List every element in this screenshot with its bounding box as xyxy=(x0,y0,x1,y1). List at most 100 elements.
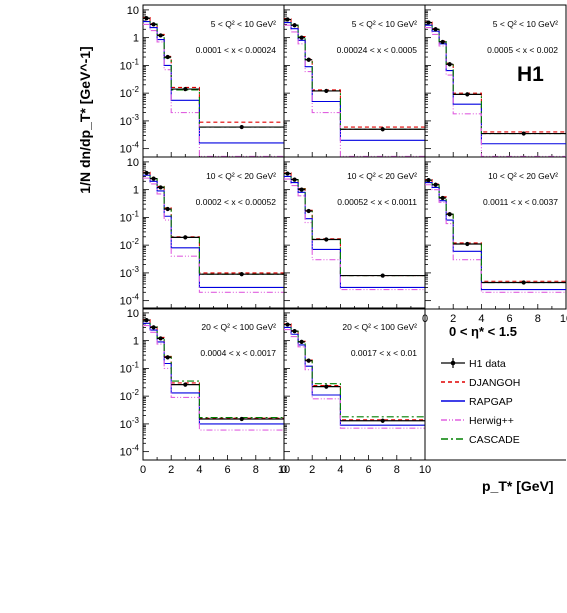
x-tick-label: 10 xyxy=(560,313,567,325)
y-tick-label: 10-1 xyxy=(120,209,140,224)
data-point xyxy=(521,280,526,285)
series-djangoh xyxy=(284,323,425,421)
y-tick-exponent: -3 xyxy=(132,265,140,274)
y-tick-label: 10 xyxy=(127,308,139,320)
data-point xyxy=(285,17,290,22)
data-point xyxy=(151,176,156,181)
y-tick-exponent: -4 xyxy=(132,444,140,453)
x-axis-title: p_T* [GeV] xyxy=(482,478,554,494)
data-point xyxy=(465,241,470,247)
legend-label: RAPGAP xyxy=(469,396,513,408)
data-point xyxy=(239,416,244,422)
data-point xyxy=(380,127,385,132)
data-point xyxy=(144,170,149,176)
legend-entry-rapgap: RAPGAP xyxy=(441,396,513,408)
legend-label: DJANGOH xyxy=(469,377,520,389)
data-point xyxy=(151,22,156,27)
data-point xyxy=(158,185,163,190)
data-point xyxy=(306,57,311,62)
x-tick-label: 0 xyxy=(140,464,146,476)
series-djangoh xyxy=(425,21,566,133)
y-tick-exponent: -2 xyxy=(132,237,140,246)
data-point xyxy=(144,317,149,323)
data-point xyxy=(440,195,445,201)
x-tick-label: 4 xyxy=(478,313,484,325)
x-range-label: 0.0001 < x < 0.00024 xyxy=(196,45,277,55)
q2-range-label: 20 < Q² < 100 GeV² xyxy=(342,322,417,332)
series-cascade xyxy=(284,172,425,277)
legend-entry-cascade: CASCADE xyxy=(441,434,520,446)
x-range-label: 0.0004 < x < 0.0017 xyxy=(200,348,276,358)
data-point xyxy=(165,355,170,360)
data-point xyxy=(292,329,297,334)
data-point xyxy=(324,237,329,242)
q2-range-label: 10 < Q² < 20 GeV² xyxy=(488,171,558,181)
panel-4: 10-4 10-3 10-2 10-1 1 10 10 < Q² < 20 GeV² 0.00… xyxy=(120,156,285,310)
legend-entry-djangoh: DJANGOH xyxy=(441,377,520,389)
q2-range-label: 10 < Q² < 20 GeV² xyxy=(206,171,276,181)
x-range-label: 0.0011 < x < 0.0037 xyxy=(483,197,558,207)
y-tick-label: 10-2 xyxy=(120,85,140,100)
x-tick-label: 6 xyxy=(507,313,513,325)
data-point xyxy=(158,33,163,38)
x-tick-label: 10 xyxy=(278,464,290,476)
legend-label: CASCADE xyxy=(469,434,520,446)
data-point xyxy=(165,206,170,212)
y-tick-label: 10-3 xyxy=(120,265,140,280)
y-tick-label: 10-3 xyxy=(120,113,140,128)
y-tick-label: 10-4 xyxy=(120,293,140,308)
x-tick-label: 6 xyxy=(225,464,231,476)
data-point xyxy=(151,325,156,330)
data-point xyxy=(433,182,438,187)
series-cascade xyxy=(284,18,425,130)
y-tick-label: 1 xyxy=(133,33,139,45)
data-point xyxy=(165,54,170,60)
legend-entry-h1data: H1 data xyxy=(441,358,506,370)
x-tick-label: 4 xyxy=(196,464,202,476)
series-cascade xyxy=(143,319,284,419)
data-point xyxy=(299,339,304,345)
series-cascade xyxy=(143,172,284,275)
panel-3: 5 < Q² < 10 GeV² 0.0005 < x < 0.002 xyxy=(424,4,567,158)
data-point xyxy=(158,336,163,341)
y-tick-exponent: -3 xyxy=(132,416,140,425)
q2-range-label: 5 < Q² < 10 GeV² xyxy=(493,19,558,29)
y-tick-label: 1 xyxy=(133,336,139,348)
data-point xyxy=(380,418,385,423)
y-tick-label: 10-1 xyxy=(120,57,140,72)
y-tick-exponent: -2 xyxy=(132,388,140,397)
legend-swatch-point xyxy=(450,360,456,366)
series-rapgap xyxy=(143,20,284,144)
data-point xyxy=(299,35,304,40)
series-djangoh xyxy=(284,172,425,277)
legend-entry-herwig: Herwig++ xyxy=(441,415,514,427)
y-tick-label: 10-3 xyxy=(120,416,140,431)
y-tick-exponent: -1 xyxy=(132,57,140,66)
q2-range-label: 20 < Q² < 100 GeV² xyxy=(201,322,276,332)
data-point xyxy=(299,187,304,192)
data-point xyxy=(239,124,244,130)
series-cascade xyxy=(284,323,425,418)
data-point xyxy=(292,23,297,28)
legend-label: H1 data xyxy=(469,358,506,370)
y-tick-exponent: -4 xyxy=(132,141,140,150)
x-tick-label: 0 xyxy=(281,464,287,476)
data-point xyxy=(306,208,311,214)
series-djangoh xyxy=(143,16,284,123)
y-tick-exponent: -4 xyxy=(132,293,140,302)
series-djangoh xyxy=(143,319,284,419)
data-point xyxy=(426,20,431,25)
legend-label: Herwig++ xyxy=(469,415,514,427)
experiment-label: H1 xyxy=(517,63,544,86)
series-herwig xyxy=(143,23,284,157)
data-point xyxy=(285,171,290,176)
y-tick-label: 10-2 xyxy=(120,237,140,252)
data-point xyxy=(324,88,329,94)
series-djangoh xyxy=(425,179,566,282)
y-tick-label: 10-2 xyxy=(120,388,140,403)
series-djangoh xyxy=(284,18,425,128)
y-tick-label: 10-1 xyxy=(120,360,140,375)
data-point xyxy=(183,382,188,387)
